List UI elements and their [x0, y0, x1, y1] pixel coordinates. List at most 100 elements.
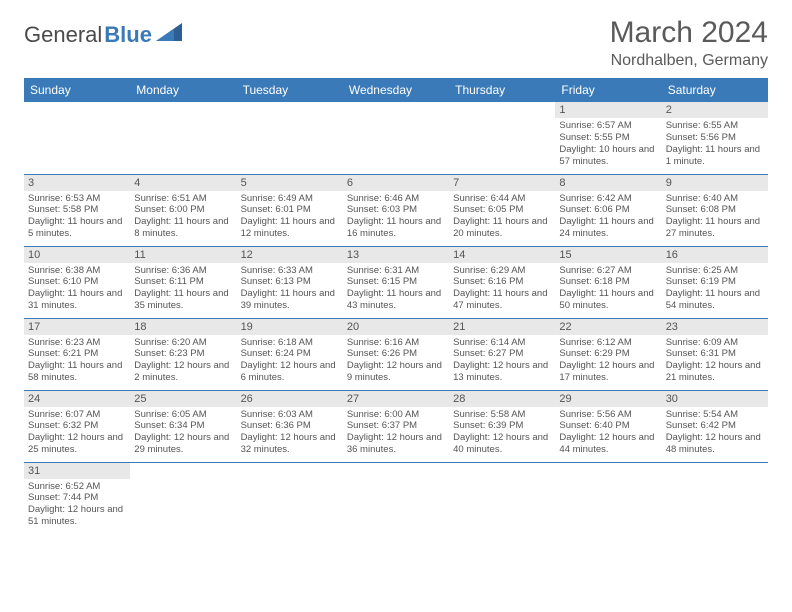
day-number: 25: [130, 391, 236, 407]
day-details: Sunrise: 6:05 AMSunset: 6:34 PMDaylight:…: [130, 407, 236, 461]
calendar-row: 31Sunrise: 6:52 AMSunset: 7:44 PMDayligh…: [24, 462, 768, 534]
calendar-cell: 18Sunrise: 6:20 AMSunset: 6:23 PMDayligh…: [130, 318, 236, 390]
day-number: 4: [130, 175, 236, 191]
calendar-cell: 10Sunrise: 6:38 AMSunset: 6:10 PMDayligh…: [24, 246, 130, 318]
location: Nordhalben, Germany: [610, 52, 768, 70]
day-details: Sunrise: 6:16 AMSunset: 6:26 PMDaylight:…: [343, 335, 449, 389]
calendar-row: 1Sunrise: 6:57 AMSunset: 5:55 PMDaylight…: [24, 102, 768, 174]
day-number: 31: [24, 463, 130, 479]
day-number: 11: [130, 247, 236, 263]
calendar-cell: [237, 102, 343, 174]
day-details: Sunrise: 6:51 AMSunset: 6:00 PMDaylight:…: [130, 191, 236, 245]
calendar-cell: 17Sunrise: 6:23 AMSunset: 6:21 PMDayligh…: [24, 318, 130, 390]
day-number: 17: [24, 319, 130, 335]
day-number: 24: [24, 391, 130, 407]
calendar-row: 10Sunrise: 6:38 AMSunset: 6:10 PMDayligh…: [24, 246, 768, 318]
day-details: Sunrise: 6:20 AMSunset: 6:23 PMDaylight:…: [130, 335, 236, 389]
day-details: Sunrise: 6:31 AMSunset: 6:15 PMDaylight:…: [343, 263, 449, 317]
day-number: 20: [343, 319, 449, 335]
calendar-cell: 9Sunrise: 6:40 AMSunset: 6:08 PMDaylight…: [662, 174, 768, 246]
day-header: Thursday: [449, 78, 555, 102]
day-details: Sunrise: 6:07 AMSunset: 6:32 PMDaylight:…: [24, 407, 130, 461]
day-number: 14: [449, 247, 555, 263]
day-details: Sunrise: 6:27 AMSunset: 6:18 PMDaylight:…: [555, 263, 661, 317]
calendar-cell: 2Sunrise: 6:55 AMSunset: 5:56 PMDaylight…: [662, 102, 768, 174]
day-details: Sunrise: 5:58 AMSunset: 6:39 PMDaylight:…: [449, 407, 555, 461]
day-details: Sunrise: 6:46 AMSunset: 6:03 PMDaylight:…: [343, 191, 449, 245]
calendar-cell: 29Sunrise: 5:56 AMSunset: 6:40 PMDayligh…: [555, 390, 661, 462]
calendar-row: 17Sunrise: 6:23 AMSunset: 6:21 PMDayligh…: [24, 318, 768, 390]
calendar-table: Sunday Monday Tuesday Wednesday Thursday…: [24, 78, 768, 534]
day-number: 8: [555, 175, 661, 191]
day-details: Sunrise: 6:33 AMSunset: 6:13 PMDaylight:…: [237, 263, 343, 317]
day-header-row: Sunday Monday Tuesday Wednesday Thursday…: [24, 78, 768, 102]
day-number: 27: [343, 391, 449, 407]
calendar-cell: 25Sunrise: 6:05 AMSunset: 6:34 PMDayligh…: [130, 390, 236, 462]
month-title: March 2024: [610, 16, 768, 50]
day-details: Sunrise: 6:55 AMSunset: 5:56 PMDaylight:…: [662, 118, 768, 172]
day-number: 2: [662, 102, 768, 118]
day-details: Sunrise: 6:53 AMSunset: 5:58 PMDaylight:…: [24, 191, 130, 245]
calendar-cell: [662, 462, 768, 534]
brand-part2: Blue: [104, 22, 152, 48]
day-details: Sunrise: 6:44 AMSunset: 6:05 PMDaylight:…: [449, 191, 555, 245]
calendar-cell: 15Sunrise: 6:27 AMSunset: 6:18 PMDayligh…: [555, 246, 661, 318]
calendar-cell: 12Sunrise: 6:33 AMSunset: 6:13 PMDayligh…: [237, 246, 343, 318]
calendar-cell: 27Sunrise: 6:00 AMSunset: 6:37 PMDayligh…: [343, 390, 449, 462]
day-number: 7: [449, 175, 555, 191]
day-number: 12: [237, 247, 343, 263]
calendar-cell: 11Sunrise: 6:36 AMSunset: 6:11 PMDayligh…: [130, 246, 236, 318]
calendar-cell: [130, 462, 236, 534]
day-number: 5: [237, 175, 343, 191]
day-details: Sunrise: 6:42 AMSunset: 6:06 PMDaylight:…: [555, 191, 661, 245]
calendar-cell: [555, 462, 661, 534]
day-number: 21: [449, 319, 555, 335]
day-number: 16: [662, 247, 768, 263]
calendar-cell: [343, 462, 449, 534]
day-number: 6: [343, 175, 449, 191]
calendar-cell: [130, 102, 236, 174]
day-details: Sunrise: 6:38 AMSunset: 6:10 PMDaylight:…: [24, 263, 130, 317]
calendar-cell: 20Sunrise: 6:16 AMSunset: 6:26 PMDayligh…: [343, 318, 449, 390]
day-header: Wednesday: [343, 78, 449, 102]
day-header: Saturday: [662, 78, 768, 102]
calendar-cell: [343, 102, 449, 174]
calendar-cell: 30Sunrise: 5:54 AMSunset: 6:42 PMDayligh…: [662, 390, 768, 462]
flag-icon: [156, 23, 182, 41]
day-header: Friday: [555, 78, 661, 102]
calendar-cell: [24, 102, 130, 174]
calendar-cell: 22Sunrise: 6:12 AMSunset: 6:29 PMDayligh…: [555, 318, 661, 390]
calendar-cell: 24Sunrise: 6:07 AMSunset: 6:32 PMDayligh…: [24, 390, 130, 462]
day-number: 23: [662, 319, 768, 335]
day-number: 10: [24, 247, 130, 263]
day-number: 26: [237, 391, 343, 407]
day-number: 15: [555, 247, 661, 263]
day-details: Sunrise: 6:03 AMSunset: 6:36 PMDaylight:…: [237, 407, 343, 461]
calendar-cell: 3Sunrise: 6:53 AMSunset: 5:58 PMDaylight…: [24, 174, 130, 246]
brand-part1: General: [24, 22, 102, 48]
day-number: 13: [343, 247, 449, 263]
day-number: 29: [555, 391, 661, 407]
calendar-cell: 1Sunrise: 6:57 AMSunset: 5:55 PMDaylight…: [555, 102, 661, 174]
day-details: Sunrise: 6:57 AMSunset: 5:55 PMDaylight:…: [555, 118, 661, 172]
header: GeneralBlue March 2024 Nordhalben, Germa…: [24, 16, 768, 70]
calendar-cell: 5Sunrise: 6:49 AMSunset: 6:01 PMDaylight…: [237, 174, 343, 246]
day-number: 1: [555, 102, 661, 118]
calendar-cell: 19Sunrise: 6:18 AMSunset: 6:24 PMDayligh…: [237, 318, 343, 390]
day-details: Sunrise: 6:25 AMSunset: 6:19 PMDaylight:…: [662, 263, 768, 317]
day-number: 28: [449, 391, 555, 407]
day-header: Sunday: [24, 78, 130, 102]
day-details: Sunrise: 6:29 AMSunset: 6:16 PMDaylight:…: [449, 263, 555, 317]
day-details: Sunrise: 6:14 AMSunset: 6:27 PMDaylight:…: [449, 335, 555, 389]
day-details: Sunrise: 6:23 AMSunset: 6:21 PMDaylight:…: [24, 335, 130, 389]
day-header: Tuesday: [237, 78, 343, 102]
calendar-body: 1Sunrise: 6:57 AMSunset: 5:55 PMDaylight…: [24, 102, 768, 534]
calendar-cell: 7Sunrise: 6:44 AMSunset: 6:05 PMDaylight…: [449, 174, 555, 246]
calendar-cell: 4Sunrise: 6:51 AMSunset: 6:00 PMDaylight…: [130, 174, 236, 246]
calendar-cell: 8Sunrise: 6:42 AMSunset: 6:06 PMDaylight…: [555, 174, 661, 246]
day-details: Sunrise: 6:09 AMSunset: 6:31 PMDaylight:…: [662, 335, 768, 389]
day-number: 3: [24, 175, 130, 191]
calendar-cell: [449, 462, 555, 534]
calendar-cell: 6Sunrise: 6:46 AMSunset: 6:03 PMDaylight…: [343, 174, 449, 246]
title-block: March 2024 Nordhalben, Germany: [610, 16, 768, 70]
